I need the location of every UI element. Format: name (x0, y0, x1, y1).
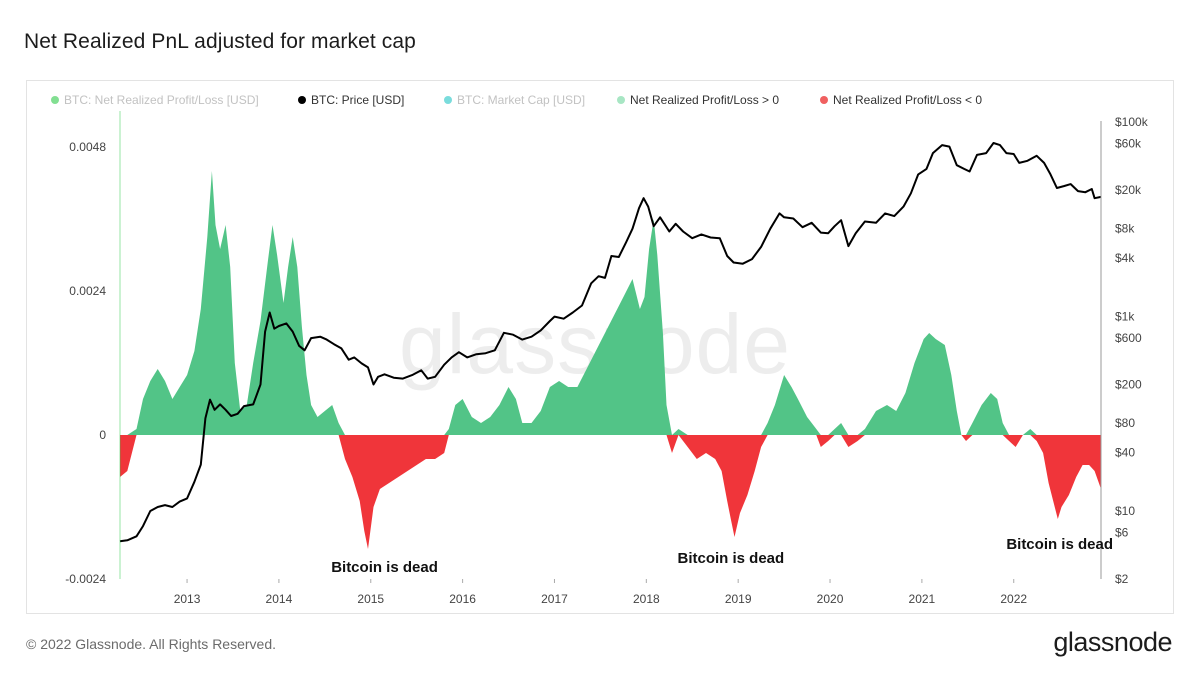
legend-item-2: BTC: Market Cap [USD] (444, 93, 585, 107)
negative-pnl-area (120, 435, 1101, 549)
legend-dot-4 (820, 96, 828, 104)
legend-label-3: Net Realized Profit/Loss > 0 (630, 93, 779, 107)
legend-item-0: BTC: Net Realized Profit/Loss [USD] (51, 93, 259, 107)
legend-label-1: BTC: Price [USD] (311, 93, 404, 107)
legend-dot-0 (51, 96, 59, 104)
left-tick-label: 0.0048 (69, 140, 106, 154)
price-line (119, 142, 1102, 543)
right-tick-label: $4k (1115, 251, 1135, 265)
footer-logo[interactable]: glassnode (1053, 627, 1172, 657)
legend-item-4: Net Realized Profit/Loss < 0 (820, 93, 982, 107)
right-tick-label: $1k (1115, 310, 1135, 324)
right-tick-label: $6 (1115, 526, 1129, 540)
x-tick-label: 2020 (817, 592, 844, 606)
price-line-group (119, 142, 1102, 543)
right-tick-label: $200 (1115, 378, 1142, 392)
right-tick-label: $8k (1115, 222, 1135, 236)
x-tick-label: 2013 (174, 592, 201, 606)
x-tick-label: 2015 (357, 592, 384, 606)
legend-label-0: BTC: Net Realized Profit/Loss [USD] (64, 93, 259, 107)
legend-dot-3 (617, 96, 625, 104)
left-tick-label: -0.0024 (65, 572, 106, 586)
right-tick-label: $20k (1115, 183, 1142, 197)
legend-label-4: Net Realized Profit/Loss < 0 (833, 93, 982, 107)
annotation-bitcoin-is-dead: Bitcoin is dead (1006, 536, 1113, 553)
chart-legend: BTC: Net Realized Profit/Loss [USD] BTC: … (51, 93, 982, 107)
right-tick-label: $80 (1115, 416, 1135, 430)
legend-dot-2 (444, 96, 452, 104)
x-tick-label: 2016 (449, 592, 476, 606)
right-tick-label: $40 (1115, 445, 1135, 459)
x-tick-label: 2017 (541, 592, 568, 606)
right-tick-label: $60k (1115, 137, 1142, 151)
x-tick-label: 2014 (266, 592, 293, 606)
annotations: Bitcoin is dead Bitcoin is dead Bitcoin is… (331, 536, 1113, 576)
x-tick-label: 2021 (909, 592, 936, 606)
chart-panel: glassnode BTC: Net Realized Profit/Loss … (26, 80, 1174, 614)
right-tick-label: $2 (1115, 572, 1129, 586)
legend-item-1: BTC: Price [USD] (298, 93, 404, 107)
pnl-areas (120, 171, 1101, 549)
footer-copyright: © 2022 Glassnode. All Rights Reserved. (26, 636, 277, 652)
right-tick-label: $600 (1115, 331, 1142, 345)
left-tick-label: 0 (99, 428, 106, 442)
legend-item-3: Net Realized Profit/Loss > 0 (617, 93, 779, 107)
annotation-bitcoin-is-dead: Bitcoin is dead (331, 559, 438, 576)
x-tick-label: 2019 (725, 592, 752, 606)
legend-dot-1 (298, 96, 306, 104)
right-tick-label: $100k (1115, 115, 1149, 129)
x-tick-label: 2022 (1000, 592, 1027, 606)
positive-pnl-area (120, 171, 1101, 435)
left-tick-label: 0.0024 (69, 284, 106, 298)
right-tick-label: $10 (1115, 504, 1135, 518)
annotation-bitcoin-is-dead: Bitcoin is dead (677, 550, 784, 567)
x-tick-label: 2018 (633, 592, 660, 606)
legend-label-2: BTC: Market Cap [USD] (457, 93, 585, 107)
axes: 0.0048 0.0024 0 -0.0024 $100k $60k $20k $8k $4k $… (65, 111, 1149, 606)
chart-svg: glassnode BTC: Net Realized Profit/Loss … (51, 93, 1149, 606)
chart-title: Net Realized PnL adjusted for market cap (24, 30, 416, 53)
